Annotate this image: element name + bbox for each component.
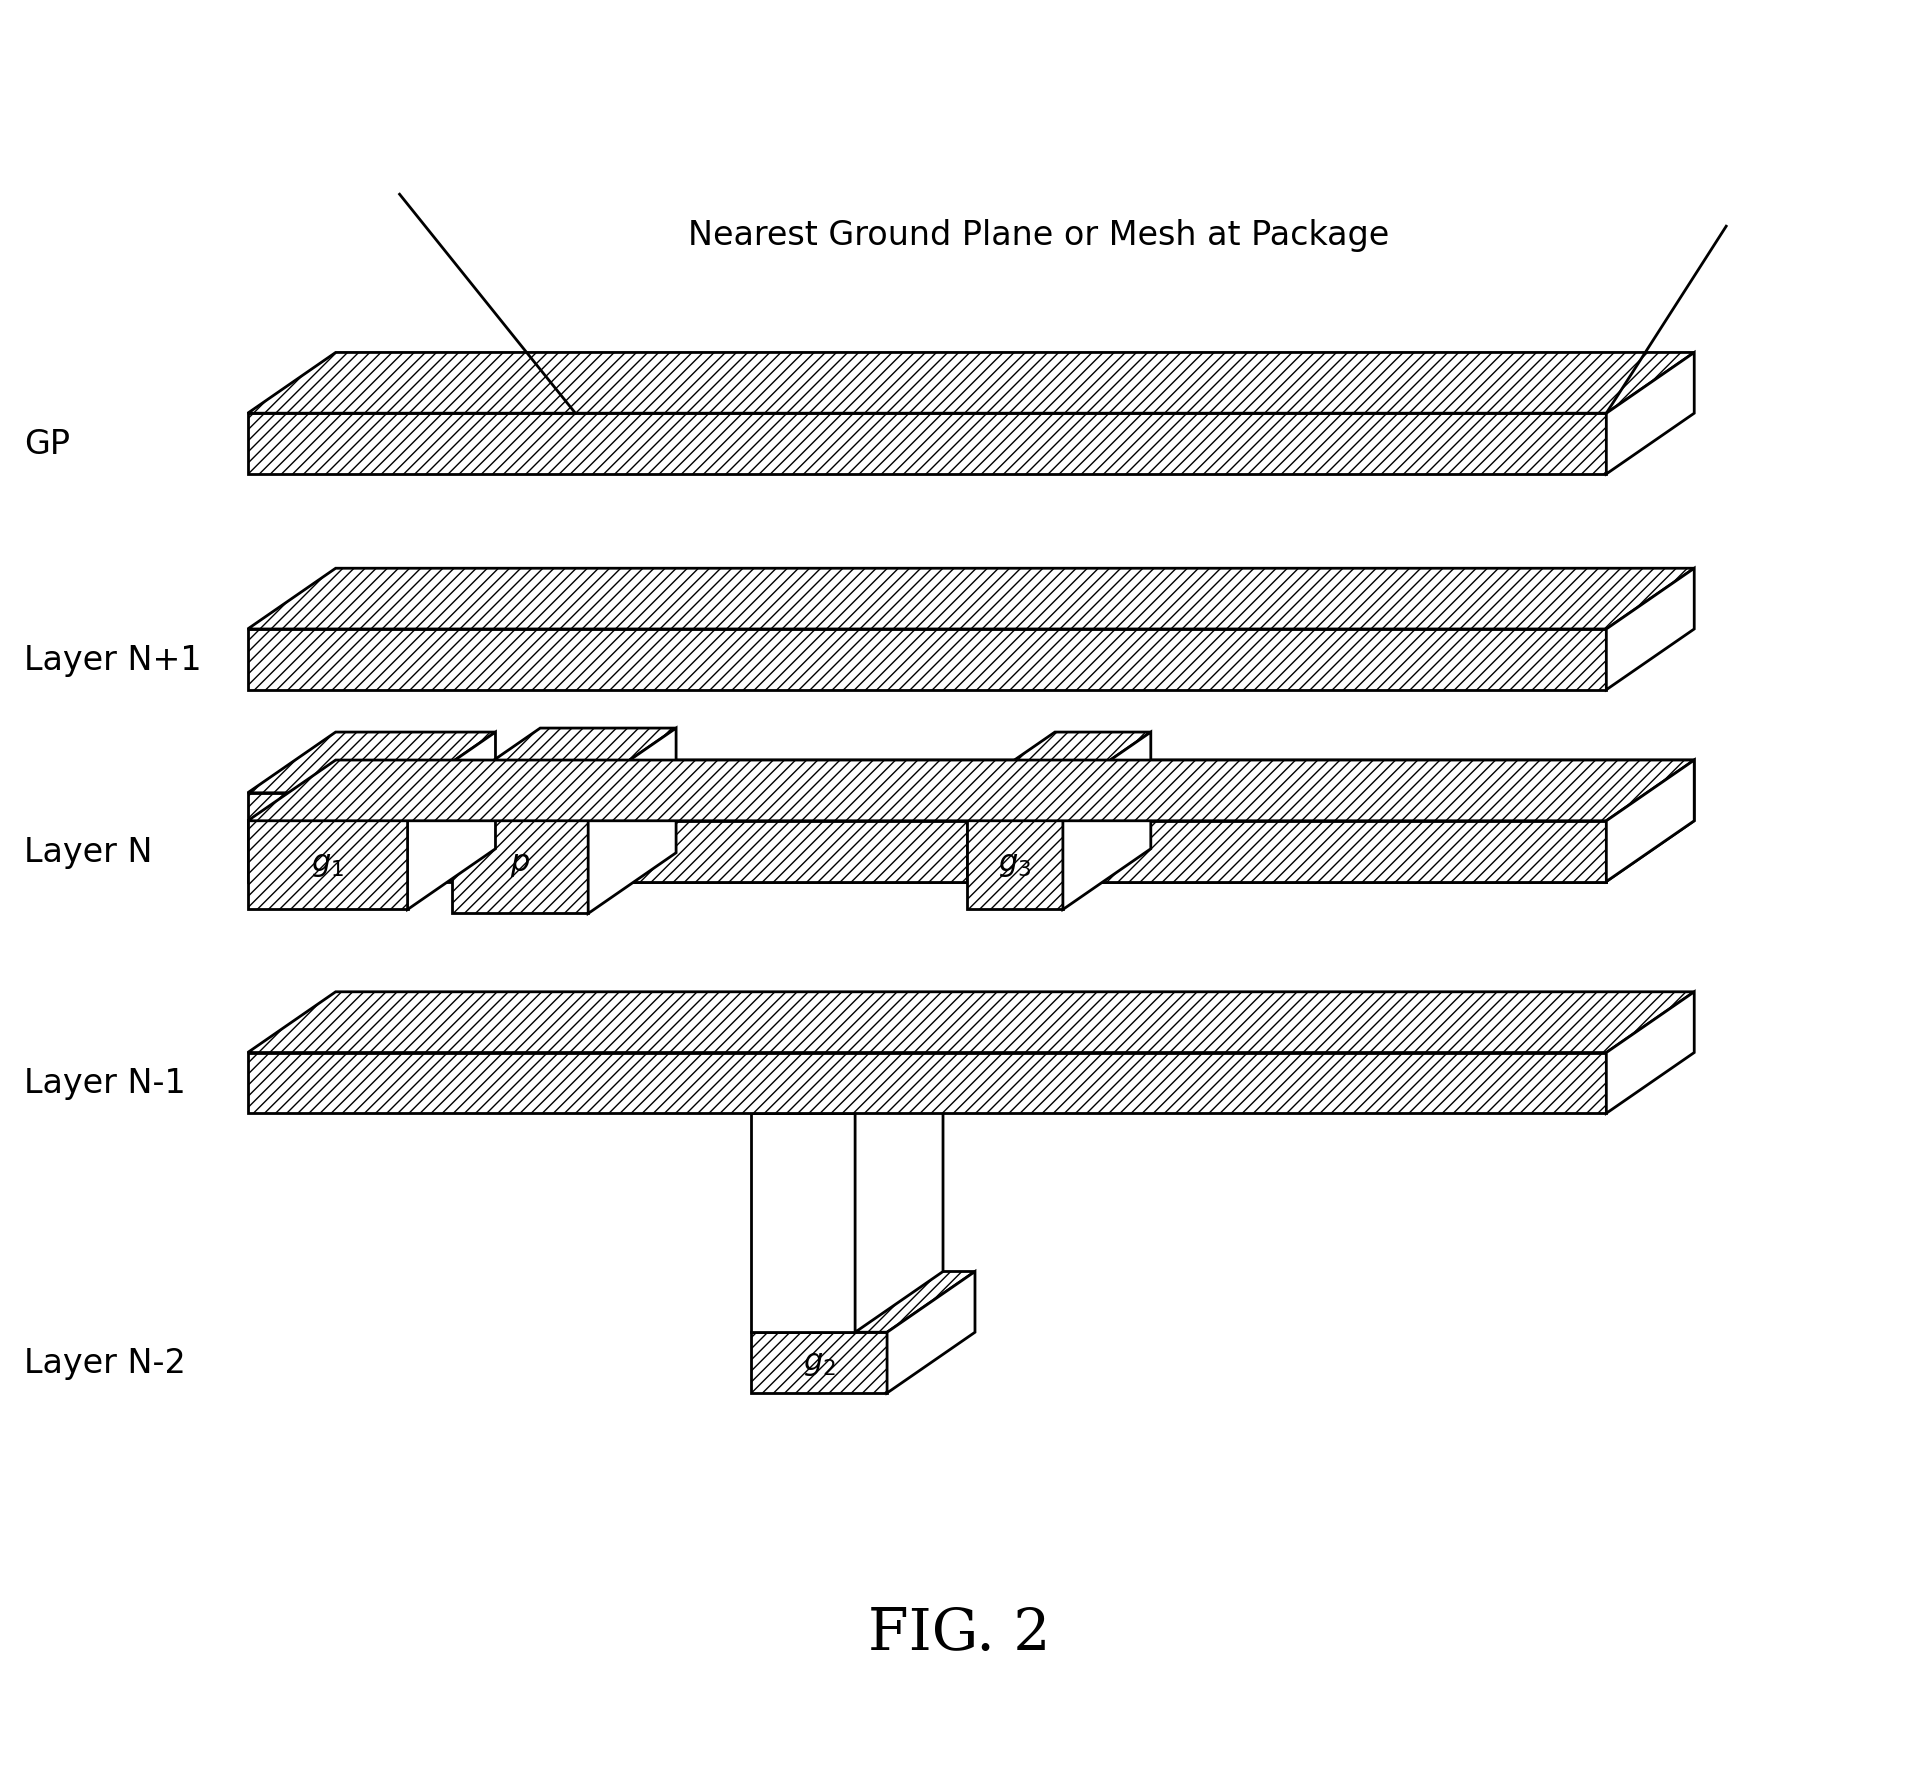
Polygon shape [752,1271,974,1333]
Polygon shape [1605,352,1694,475]
Polygon shape [247,570,1694,630]
Text: $g_3$: $g_3$ [997,849,1032,878]
Polygon shape [247,760,1694,821]
Polygon shape [752,1054,944,1114]
Text: $p$: $p$ [510,849,529,878]
Text: Layer N: Layer N [23,835,152,869]
Polygon shape [1063,821,1605,883]
Polygon shape [1605,570,1694,691]
Polygon shape [1605,760,1694,883]
Polygon shape [589,728,677,913]
Text: FIG. 2: FIG. 2 [867,1606,1051,1661]
Polygon shape [247,1054,1605,1114]
Polygon shape [1605,760,1694,883]
Polygon shape [247,991,1694,1054]
Polygon shape [247,733,495,794]
Text: Nearest Ground Plane or Mesh at Package: Nearest Ground Plane or Mesh at Package [689,219,1389,251]
Polygon shape [967,794,1063,910]
Polygon shape [1605,991,1694,1114]
Text: $g_2$: $g_2$ [804,1347,836,1378]
Polygon shape [855,1054,944,1333]
Polygon shape [247,415,1605,475]
Polygon shape [886,1271,974,1394]
Text: Layer N-2: Layer N-2 [23,1346,186,1380]
Polygon shape [247,352,1694,415]
Text: Layer N+1: Layer N+1 [23,644,201,676]
Polygon shape [453,728,677,789]
Polygon shape [247,760,1694,821]
Polygon shape [589,821,967,883]
Text: GP: GP [23,427,69,461]
Polygon shape [967,733,1151,794]
Polygon shape [752,1114,855,1333]
Polygon shape [1063,733,1151,910]
Polygon shape [407,733,495,910]
Text: $g_1$: $g_1$ [311,849,343,878]
Polygon shape [453,789,589,913]
Text: Layer N-1: Layer N-1 [23,1066,186,1100]
Polygon shape [752,1333,886,1394]
Polygon shape [247,630,1605,691]
Polygon shape [247,821,1605,883]
Polygon shape [247,794,407,910]
